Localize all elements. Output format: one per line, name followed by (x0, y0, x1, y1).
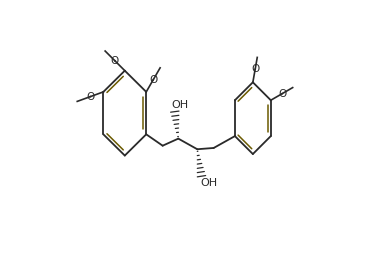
Text: O: O (278, 89, 286, 99)
Text: O: O (149, 75, 157, 85)
Text: OH: OH (201, 178, 218, 188)
Text: OH: OH (171, 100, 188, 110)
Text: O: O (251, 64, 259, 74)
Text: O: O (86, 92, 94, 102)
Text: O: O (111, 56, 119, 66)
